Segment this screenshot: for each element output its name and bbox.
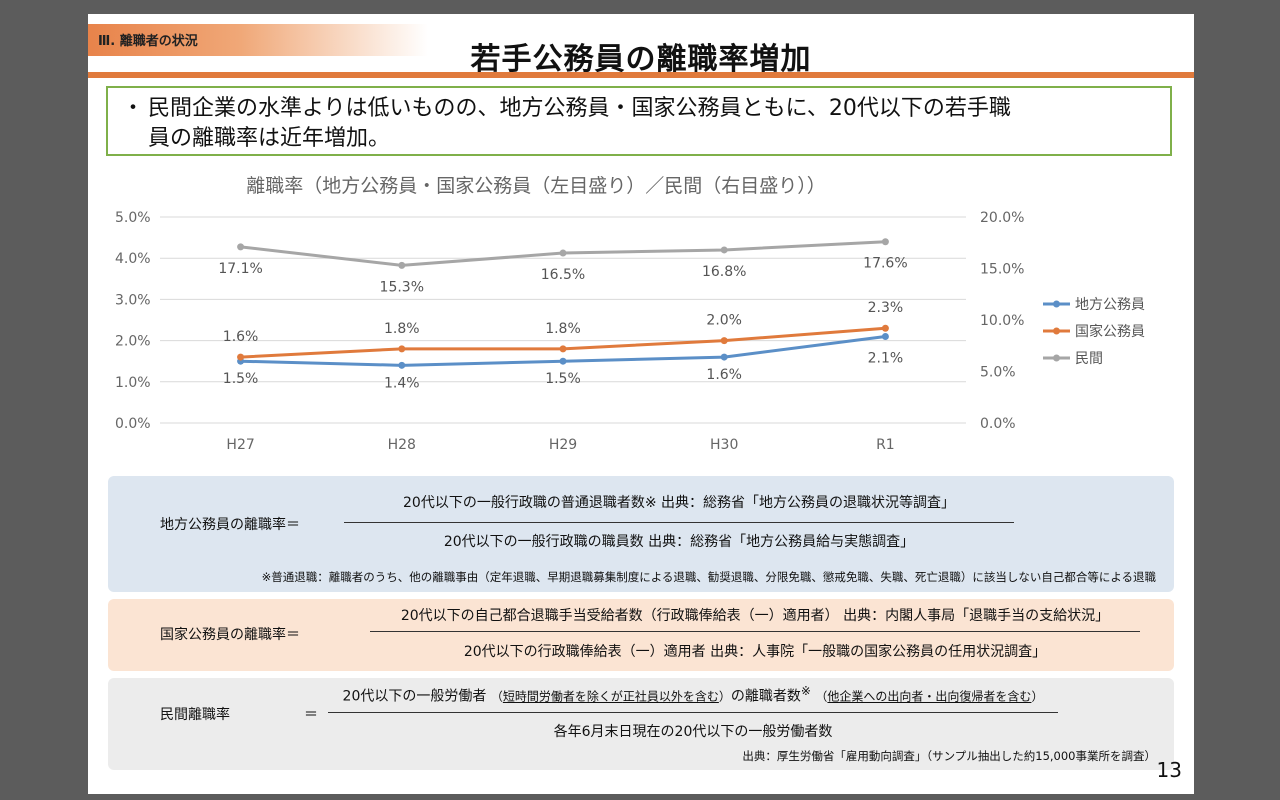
section-tag: Ⅲ. 離職者の状況 [88, 24, 428, 56]
data-label: 16.5% [541, 267, 585, 283]
data-label: 1.6% [706, 367, 742, 383]
page-number: 13 [1156, 758, 1182, 782]
legend-label: 民間 [1075, 351, 1103, 367]
formula-private-paren-3: 他企業への出向者・出向復帰者を含む [827, 689, 1032, 704]
formula-private-numerator-main: 20代以下の一般労働者 [342, 688, 487, 705]
data-label: 1.5% [545, 371, 581, 387]
right-tick-label: 0.0% [980, 416, 1016, 432]
data-point [720, 353, 728, 361]
data-label: 16.8% [702, 264, 746, 280]
data-point [881, 332, 889, 340]
data-point [881, 238, 889, 246]
summary-bullet: ・ [122, 96, 145, 121]
chart-title: 離職率（地方公務員・国家公務員（左目盛り）／民間（右目盛り）） [246, 175, 826, 197]
x-tick-label: R1 [876, 437, 895, 453]
slide: Ⅲ. 離職者の状況 若手公務員の離職率増加 ・ 民間企業の水準よりは低いものの、… [88, 14, 1194, 794]
legend-label: 国家公務員 [1075, 323, 1145, 340]
data-point [237, 353, 245, 361]
data-point [559, 345, 567, 353]
formula-local: 地方公務員の離職率＝ 20代以下の一般行政職の普通退職者数※ 出典：総務省「地方… [108, 476, 1174, 592]
formula-private-source: 出典：厚生労働省「雇用動向調査」（サンプル抽出した約15,000事業所を調査） [742, 749, 1156, 763]
right-tick-label: 15.0% [980, 262, 1024, 278]
summary-line-1: 民間企業の水準よりは低いものの、地方公務員・国家公務員ともに、20代以下の若手職 [148, 96, 1011, 121]
data-label: 1.8% [545, 321, 581, 337]
data-point [398, 345, 406, 353]
page-title: 若手公務員の離職率増加 [470, 42, 812, 77]
data-point [559, 357, 567, 365]
formula-private-label: 民間離職率 [160, 707, 230, 723]
summary-line-2: 員の離職率は近年増加。 [148, 126, 391, 151]
data-label: 2.3% [868, 300, 904, 316]
left-tick-label: 2.0% [115, 334, 151, 350]
formula-private-numerator-mid: の離職者数 [730, 688, 801, 705]
formula-national: 国家公務員の離職率＝ 20代以下の自己都合退職手当受給者数（行政職俸給表（一）適… [108, 599, 1174, 671]
data-point [881, 324, 889, 332]
data-point [398, 261, 406, 269]
formula-private-fraction-bar [328, 712, 1058, 713]
formula-private-denominator: 各年6月末日現在の20代以下の一般労働者数 [553, 724, 833, 740]
left-tick-label: 0.0% [115, 416, 151, 432]
right-axis-ticks: 20.0% 15.0% 10.0% 5.0% 0.0% [980, 210, 1024, 432]
section-tag-label: Ⅲ. 離職者の状況 [98, 34, 198, 49]
left-tick-label: 1.0% [115, 375, 151, 391]
data-label: 17.6% [863, 256, 907, 272]
x-tick-label: H30 [710, 437, 738, 453]
title-rule [88, 72, 1194, 78]
formula-local-denominator: 20代以下の一般行政職の職員数 出典：総務省「地方公務員給与実態調査」 [443, 534, 915, 550]
formula-local-numerator: 20代以下の一般行政職の普通退職者数※ 出典：総務省「地方公務員の退職状況等調査… [403, 495, 955, 511]
formula-private-paren-open: （ [490, 689, 503, 704]
data-label: 2.0% [706, 313, 742, 329]
data-label: 15.3% [380, 279, 424, 295]
formula-private-paren-3-open: （ [815, 689, 828, 704]
formula-national-label: 国家公務員の離職率＝ [160, 627, 300, 643]
left-axis-ticks: 5.0% 4.0% 3.0% 2.0% 1.0% 0.0% [115, 210, 151, 432]
legend-marker [1053, 354, 1060, 362]
data-point [398, 361, 406, 369]
right-tick-label: 20.0% [980, 210, 1024, 226]
x-tick-label: H29 [549, 437, 577, 453]
data-label: 1.4% [384, 375, 420, 391]
formula-national-numerator: 20代以下の自己都合退職手当受給者数（行政職俸給表（一）適用者） 出典：内閣人事… [400, 608, 1110, 624]
formula-private-equals: ＝ [304, 707, 318, 723]
right-tick-label: 5.0% [980, 365, 1016, 381]
left-tick-label: 3.0% [115, 292, 151, 308]
line-chart: 離職率（地方公務員・国家公務員（左目盛り）／民間（右目盛り）） 5.0% 4.0%… [115, 175, 1145, 453]
data-point [237, 243, 245, 251]
formula-local-fraction-bar [344, 522, 1014, 523]
formula-national-fraction-bar [370, 631, 1140, 632]
formula-national-denominator: 20代以下の行政職俸給表（一）適用者 出典：人事院「一般職の国家公務員の任用状況… [463, 644, 1047, 660]
data-point [559, 249, 567, 257]
data-point [720, 337, 728, 345]
data-label: 1.8% [384, 321, 420, 337]
formula-local-note: ※普通退職：離職者のうち、他の離職事由（定年退職、早期退職募集制度による退職、勧… [261, 570, 1156, 584]
data-label: 1.6% [223, 329, 259, 345]
chart-grid [160, 216, 966, 424]
summary-box: ・ 民間企業の水準よりは低いものの、地方公務員・国家公務員ともに、20代以下の若… [106, 86, 1172, 156]
x-tick-label: H28 [388, 437, 416, 453]
formula-private: 民間離職率 ＝ 20代以下の一般労働者 （短時間労働者を除くが正社員以外を含む）… [108, 678, 1174, 770]
formula-private-paren-close: ） [718, 689, 731, 704]
formula-local-label: 地方公務員の離職率＝ [160, 517, 300, 533]
formula-private-paren-1: 短時間労働者を除くが [502, 689, 623, 704]
chart-series: 1.5% 1.4% 1.5% 1.6% 2.1% 1.6% 1.8% 1.8% 2.0% 2.3%… [218, 238, 908, 391]
left-tick-label: 5.0% [115, 210, 151, 226]
x-axis-ticks: H27 H28 H29 H30 R1 [226, 437, 894, 453]
x-tick-label: H27 [226, 437, 254, 453]
formula-private-mark: ※ [800, 684, 811, 698]
data-point [720, 246, 728, 254]
data-label: 17.1% [218, 261, 262, 277]
formula-private-numerator: 20代以下の一般労働者 （短時間労働者を除くが正社員以外を含む）の離職者数※ （… [342, 684, 1044, 705]
formula-private-paren-2: 正社員以外を含む [622, 689, 719, 704]
left-tick-label: 4.0% [115, 251, 151, 267]
right-tick-label: 10.0% [980, 313, 1024, 329]
legend-label: 地方公務員 [1075, 297, 1145, 313]
data-label: 1.5% [223, 371, 259, 387]
legend-marker [1053, 327, 1060, 335]
legend-marker [1053, 300, 1060, 308]
data-label: 2.1% [868, 350, 904, 366]
